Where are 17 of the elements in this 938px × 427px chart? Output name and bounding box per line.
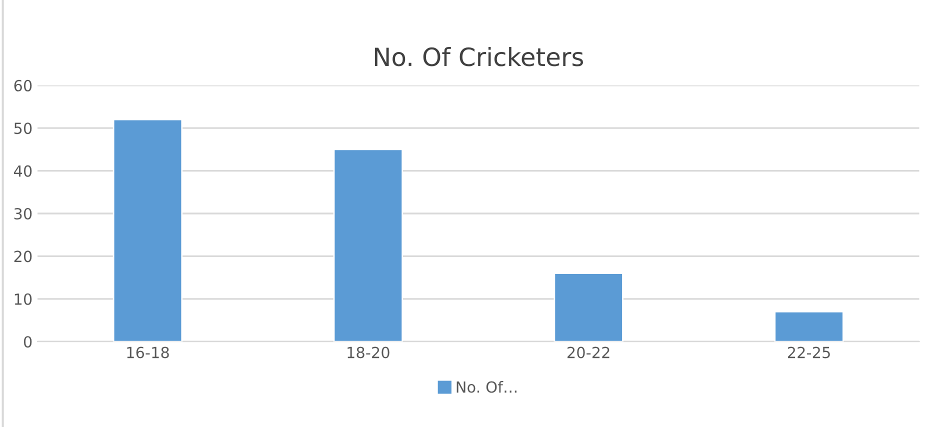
y-tick-label: 60: [14, 80, 32, 92]
x-tick-label: 18-20: [348, 346, 390, 358]
chart-title: No. Of Cricketers: [374, 46, 584, 66]
bar: [333, 148, 404, 342]
y-tick-label: 50: [14, 122, 32, 134]
y-tick-label: 0: [24, 336, 32, 348]
y-tick-label: 30: [14, 208, 32, 220]
bar: [554, 272, 624, 342]
y-tick-label: 40: [14, 165, 32, 177]
x-tick-label: 22-25: [788, 346, 830, 358]
x-tick-label: 16-18: [127, 346, 169, 358]
bar: [774, 311, 844, 342]
y-tick-label: 10: [14, 293, 32, 305]
legend-label: No. Of…: [456, 380, 516, 393]
bar: [112, 118, 183, 342]
y-tick-label: 20: [14, 250, 32, 262]
x-tick-label: 20-22: [568, 346, 610, 358]
